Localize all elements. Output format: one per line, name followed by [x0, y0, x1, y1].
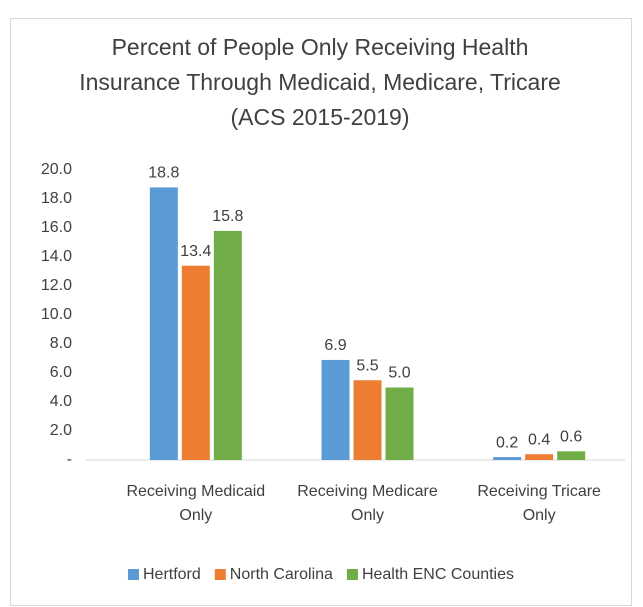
- bar: [385, 387, 414, 460]
- value-label: 6.9: [324, 337, 346, 354]
- y-tick-label: 14.0: [41, 248, 72, 265]
- chart-title: Percent of People Only Receiving Health …: [79, 34, 561, 130]
- value-label: 13.4: [180, 243, 211, 260]
- legend-label: North Carolina: [230, 566, 333, 583]
- chart-frame: [10, 18, 632, 606]
- value-label: 5.5: [356, 357, 378, 374]
- value-label: 5.0: [388, 365, 410, 382]
- bar: [149, 187, 178, 460]
- y-tick-label: -: [67, 451, 72, 468]
- value-label: 0.2: [496, 434, 518, 451]
- legend-swatch: [346, 569, 358, 580]
- legend-swatch: [127, 569, 139, 580]
- bar: [525, 454, 554, 460]
- y-tick-label: 2.0: [50, 422, 72, 439]
- bar: [493, 457, 522, 460]
- x-tick-label: Receiving Medicaid Only: [126, 483, 266, 524]
- y-tick-label: 12.0: [41, 277, 72, 294]
- bar: [557, 451, 586, 460]
- y-tick-label: 16.0: [41, 219, 72, 236]
- value-label: 18.8: [148, 165, 179, 182]
- legend-swatch: [214, 569, 226, 580]
- value-label: 0.6: [560, 429, 582, 446]
- legend-label: Hertford: [143, 566, 201, 583]
- value-label: 15.8: [212, 208, 243, 225]
- x-tick-label: Receiving Medicare Only: [297, 483, 438, 524]
- x-tick-label: Receiving Tricare Only: [477, 483, 601, 524]
- value-label: 0.4: [528, 431, 550, 448]
- y-tick-label: 8.0: [50, 335, 72, 352]
- bar: [353, 380, 382, 460]
- y-tick-label: 10.0: [41, 306, 72, 323]
- legend-label: Health ENC Counties: [362, 566, 514, 583]
- y-tick-label: 6.0: [50, 364, 72, 381]
- y-tick-label: 4.0: [50, 393, 72, 410]
- bar: [213, 230, 242, 460]
- y-tick-label: 18.0: [41, 190, 72, 207]
- bar: [321, 359, 350, 460]
- bar: [181, 265, 210, 460]
- y-tick-label: 20.0: [41, 161, 72, 178]
